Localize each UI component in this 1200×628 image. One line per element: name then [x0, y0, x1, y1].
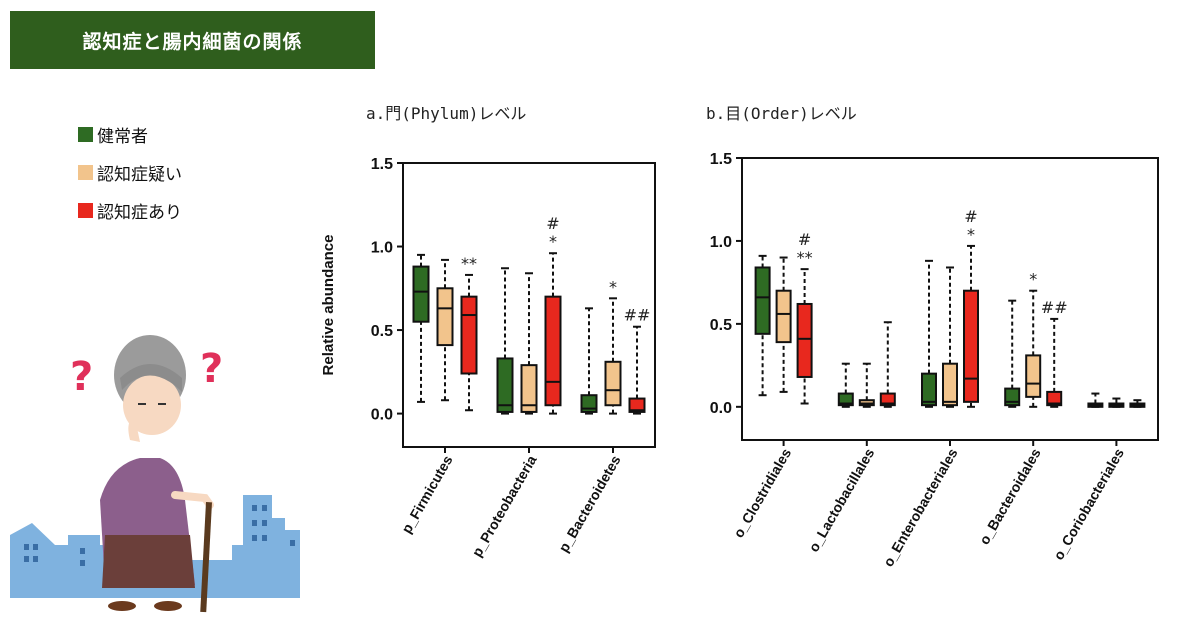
- legend-swatch-dementia: [78, 202, 93, 218]
- box-plot-order: 0.00.51.01.5o_Clostridiales#**o_Lactobac…: [710, 151, 1159, 569]
- question-mark-right-icon: ?: [200, 346, 223, 392]
- category-label: o_Bacteroidales: [976, 445, 1044, 547]
- box-mark: [496, 357, 514, 413]
- category-label: p_Bacteroidetes: [555, 452, 623, 555]
- legend-swatch-healthy: [78, 126, 93, 142]
- y-tick-label: 1.0: [710, 234, 732, 251]
- significance-mark: #: [546, 214, 559, 233]
- category-label: p_Proteobacteria: [469, 452, 540, 559]
- legend-label-suspected: 認知症疑い: [97, 164, 182, 185]
- significance-mark: ##: [1041, 298, 1068, 317]
- category-label: o_Coriobacteriales: [1050, 445, 1127, 562]
- box-mark: [796, 302, 813, 378]
- legend-label-dementia: 認知症あり: [97, 202, 182, 223]
- significance-mark: #: [964, 207, 977, 226]
- box-mark: [921, 372, 937, 407]
- y-tick-label: 0.5: [371, 323, 393, 340]
- category-label: o_Lactobacillales: [805, 445, 877, 554]
- box-mark: [460, 295, 478, 375]
- legend-item-healthy: 健常者: [78, 115, 182, 153]
- significance-mark: *: [609, 277, 617, 296]
- box-mark: [775, 289, 792, 344]
- legend-label-healthy: 健常者: [97, 126, 148, 147]
- box-mark: [879, 392, 896, 407]
- box-mark: [754, 266, 771, 335]
- elderly-woman-icon: [100, 335, 214, 613]
- box-mark: [604, 360, 622, 407]
- significance-mark: *: [967, 225, 975, 244]
- category-label: p_Firmicutes: [398, 452, 456, 536]
- y-axis-label: Relative abundance: [320, 235, 337, 376]
- box-mark: [544, 295, 562, 407]
- chart-b-title: b.目(Order)レベル: [706, 104, 857, 123]
- box-mark: [1025, 354, 1042, 398]
- significance-mark: ##: [624, 306, 651, 325]
- legend-swatch-suspected: [78, 164, 93, 180]
- y-tick-label: 0.0: [710, 400, 732, 417]
- significance-mark: #: [798, 230, 811, 249]
- box-mark: [412, 265, 430, 323]
- question-mark-left-icon: ?: [70, 354, 93, 400]
- box-mark: [963, 289, 979, 403]
- legend-item-dementia: 認知症あり: [78, 191, 182, 229]
- page-title: 認知症と腸内細菌の関係: [82, 30, 303, 53]
- chart-a-title: a.門(Phylum)レベル: [366, 104, 527, 123]
- box-mark: [837, 392, 854, 407]
- category-label: o_Enterobacteriales: [880, 445, 961, 569]
- box-plot-phylum: 0.0 0.5 1.0 1.5 Relative abundance p_Firmicut…: [320, 156, 656, 560]
- y-tick-label: 0.0: [371, 407, 393, 424]
- legend-item-suspected: 認知症疑い: [78, 153, 182, 191]
- box-mark: [628, 397, 646, 413]
- elderly-woman-illustration: ? ?: [10, 335, 300, 613]
- box-mark: [520, 364, 538, 413]
- y-tick-label: 1.5: [371, 156, 393, 173]
- y-tick-label: 1.5: [710, 151, 732, 168]
- y-tick-label: 0.5: [710, 317, 732, 334]
- box-mark: [1046, 390, 1063, 407]
- category-label: o_Clostridiales: [730, 445, 794, 540]
- page-title-banner: 認知症と腸内細菌の関係: [10, 11, 375, 69]
- significance-mark: *: [1029, 270, 1037, 289]
- box-mark: [942, 362, 958, 407]
- y-tick-label: 1.0: [371, 240, 393, 257]
- legend: 健常者 認知症疑い 認知症あり: [78, 115, 182, 229]
- box-mark: [436, 287, 454, 347]
- significance-mark: **: [797, 248, 813, 267]
- significance-mark: *: [549, 232, 557, 251]
- significance-mark: **: [461, 254, 477, 273]
